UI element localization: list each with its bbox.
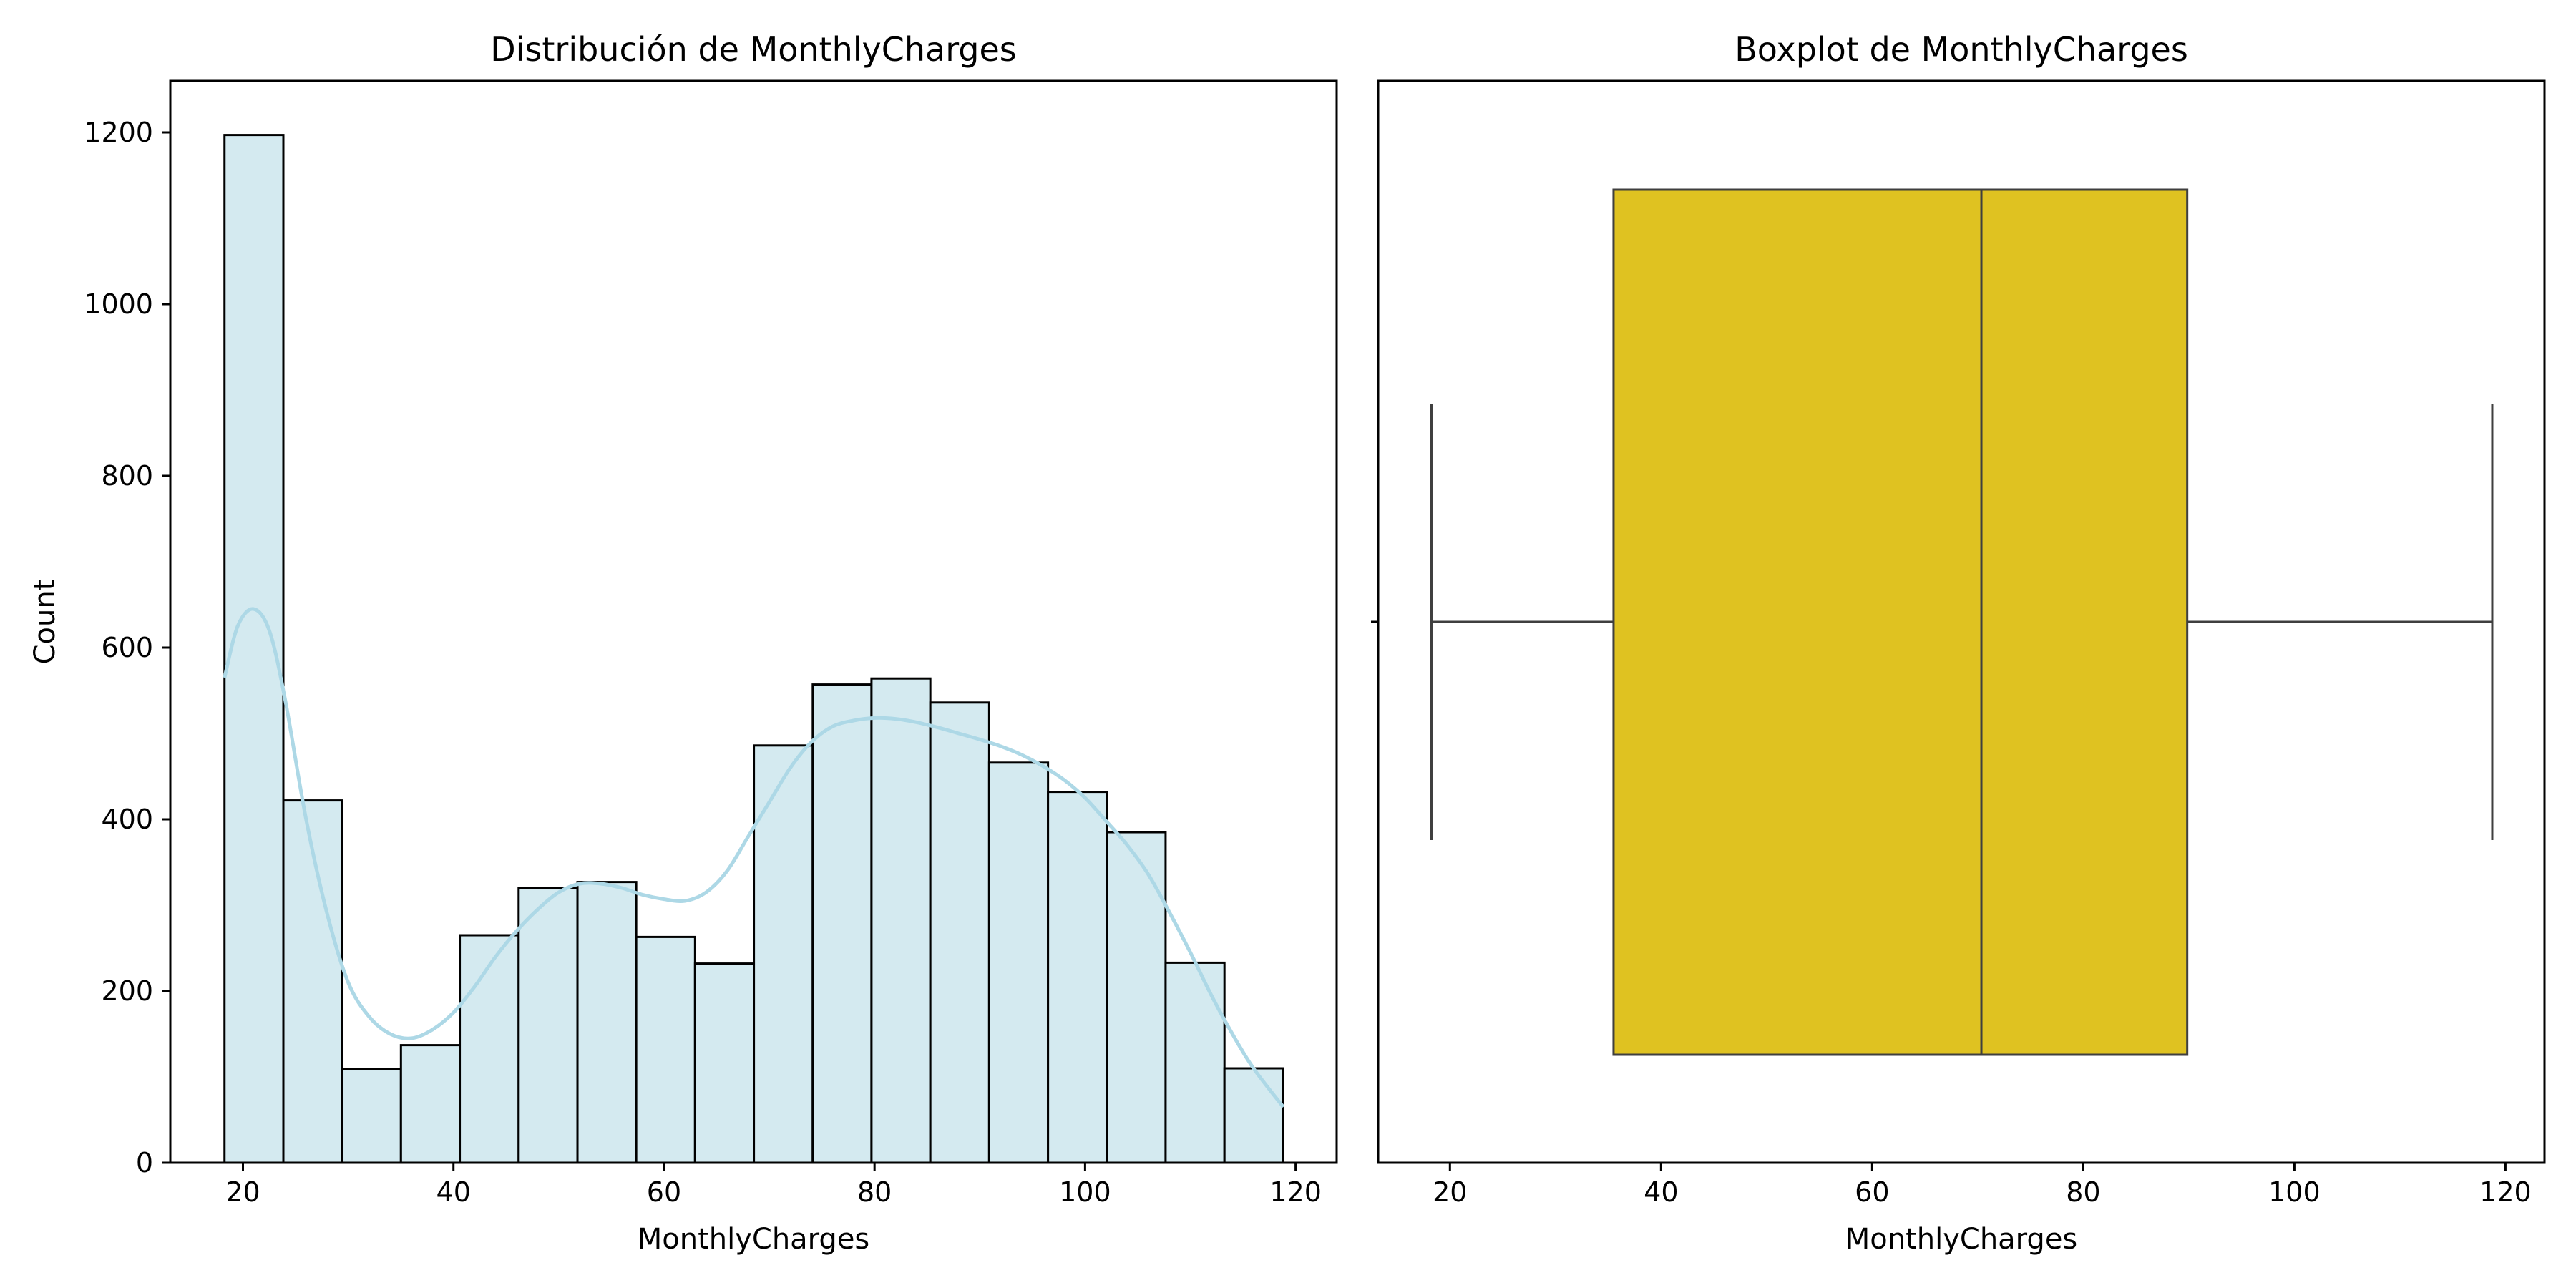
histogram-y-axis-label: Count	[29, 580, 62, 665]
histogram-bar	[635, 935, 696, 1164]
histogram-bar	[517, 887, 579, 1164]
histogram-panel: 20 40 60 80 100 120 0 200 400 600 800 1000 1200 Dis…	[29, 30, 1338, 1256]
boxplot-x-tick-label: 80	[2066, 1176, 2100, 1208]
histogram-bar	[811, 683, 873, 1164]
boxplot-box	[1612, 188, 2189, 1056]
histogram-bar	[753, 744, 814, 1164]
histogram-x-tick-label: 80	[857, 1176, 892, 1208]
boxplot-x-tick-label: 100	[2268, 1176, 2321, 1208]
histogram-bar	[870, 677, 932, 1164]
histogram-y-tick-label: 0	[136, 1147, 153, 1179]
boxplot-x-ticks: 20 40 60 80 100 120	[1433, 1163, 2532, 1208]
histogram-y-tick-label: 1200	[84, 117, 153, 148]
histogram-y-tick-label: 200	[101, 975, 153, 1007]
histogram-y-tick-label: 600	[101, 632, 153, 663]
boxplot-x-axis-label: MonthlyCharges	[1845, 1223, 2078, 1256]
histogram-bar	[693, 962, 756, 1164]
histogram-y-ticks: 0 200 400 600 800 1000 1200	[84, 117, 170, 1179]
histogram-bar	[1164, 961, 1226, 1164]
histogram-x-tick-label: 120	[1269, 1176, 1322, 1208]
histogram-bar	[399, 1044, 462, 1164]
boxplot	[1430, 188, 2494, 1056]
boxplot-title: Boxplot de MonthlyCharges	[1735, 30, 2188, 69]
boxplot-x-tick-label: 20	[1433, 1176, 1467, 1208]
boxplot-x-tick-label: 40	[1644, 1176, 1678, 1208]
histogram-bar	[929, 701, 990, 1164]
histogram-bar	[1106, 831, 1167, 1164]
histogram-x-tick-label: 100	[1059, 1176, 1111, 1208]
histogram-frame	[169, 79, 1338, 1164]
histogram-bar	[1223, 1067, 1284, 1164]
histogram-x-axis-label: MonthlyCharges	[638, 1223, 870, 1256]
boxplot-x-tick-label: 120	[2479, 1176, 2532, 1208]
histogram-x-ticks: 20 40 60 80 100 120	[225, 1163, 1322, 1208]
kde-curve	[223, 607, 1285, 1108]
histogram-bar	[341, 1068, 402, 1164]
histogram-bar	[987, 761, 1050, 1164]
histogram-bar	[459, 934, 520, 1164]
histogram-bar	[1047, 791, 1108, 1164]
histogram-bar	[576, 881, 638, 1164]
histogram-x-tick-label: 60	[647, 1176, 681, 1208]
histogram-x-tick-label: 40	[436, 1176, 471, 1208]
boxplot-panel: 20 40 60 80 100 120 Boxplot de MonthlyCharges…	[1371, 30, 2546, 1256]
boxplot-x-tick-label: 60	[1855, 1176, 1889, 1208]
histogram-title: Distribución de MonthlyCharges	[490, 30, 1017, 69]
histogram-y-tick-label: 800	[101, 460, 153, 492]
histogram-bar	[282, 799, 343, 1164]
histogram-x-tick-label: 20	[225, 1176, 260, 1208]
histogram-bars	[223, 134, 1284, 1164]
histogram-y-tick-label: 400	[101, 804, 153, 835]
histogram-y-tick-label: 1000	[84, 288, 153, 320]
